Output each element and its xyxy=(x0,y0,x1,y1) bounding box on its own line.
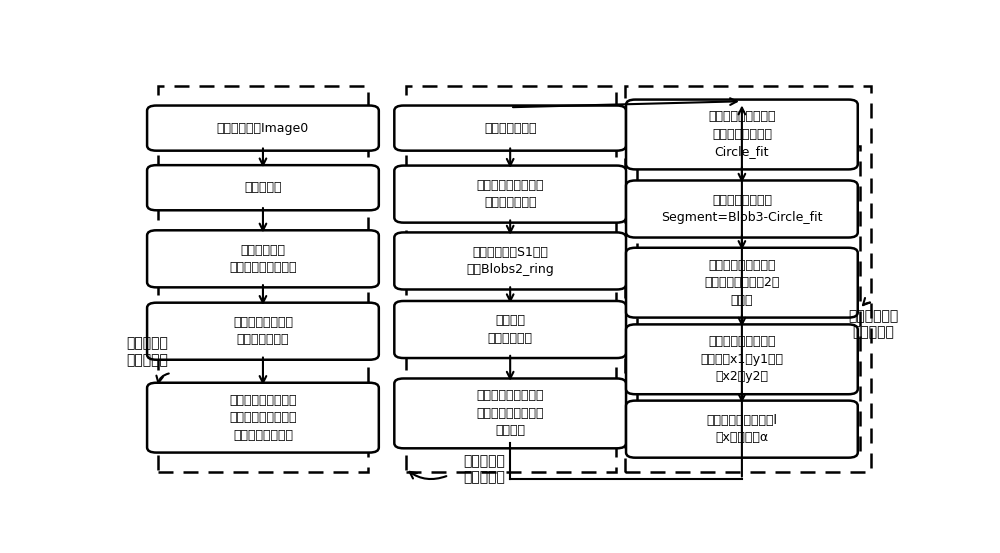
Bar xyxy=(158,86,368,472)
FancyBboxPatch shape xyxy=(626,400,858,458)
FancyBboxPatch shape xyxy=(626,180,858,238)
Text: 重新搜索连通域，并
选出面积最大的前2个
连通域: 重新搜索连通域，并 选出面积最大的前2个 连通域 xyxy=(704,259,780,307)
Text: 筛选面积大于S1的连
通域Blobs2_ring: 筛选面积大于S1的连 通域Blobs2_ring xyxy=(466,246,554,276)
FancyBboxPatch shape xyxy=(147,230,379,288)
Text: 获取一帧图像Image0: 获取一帧图像Image0 xyxy=(217,122,309,134)
Bar xyxy=(637,147,860,453)
Text: 基于凸凸方向
的特征加强: 基于凸凸方向 的特征加强 xyxy=(848,309,898,339)
Text: 填充连通域孔洞，
重心法计算圆心: 填充连通域孔洞， 重心法计算圆心 xyxy=(233,316,293,347)
FancyBboxPatch shape xyxy=(626,325,858,394)
FancyBboxPatch shape xyxy=(626,100,858,169)
FancyBboxPatch shape xyxy=(394,106,626,150)
Text: 搜寻连通域，
寻找最大面积连通域: 搜寻连通域， 寻找最大面积连通域 xyxy=(229,243,297,274)
Text: 图像二值化: 图像二值化 xyxy=(244,181,282,194)
Text: 图像二值化操作: 图像二值化操作 xyxy=(484,122,536,134)
FancyBboxPatch shape xyxy=(394,378,626,448)
Bar xyxy=(625,86,871,472)
FancyBboxPatch shape xyxy=(147,165,379,210)
Text: 拟合筛选出的所有连
通域的最小外接圆和
圆心坐标: 拟合筛选出的所有连 通域的最小外接圆和 圆心坐标 xyxy=(476,389,544,437)
Text: 分别对两个连通域计
算重心（x1，y1）和
（x2，y2）: 分别对两个连通域计 算重心（x1，y1）和 （x2，y2） xyxy=(700,335,783,383)
FancyBboxPatch shape xyxy=(626,248,858,317)
FancyBboxPatch shape xyxy=(147,302,379,360)
Text: 高精度确定
感兴趣区域: 高精度确定 感兴趣区域 xyxy=(463,455,505,484)
Text: 以所得圆心坐标为圆
心，绘制圆形区域
Circle_fit: 以所得圆心坐标为圆 心，绘制圆形区域 Circle_fit xyxy=(708,111,776,159)
FancyBboxPatch shape xyxy=(147,383,379,452)
FancyBboxPatch shape xyxy=(394,165,626,223)
Text: 计算经过两点的直线l
与x轴的夹角α: 计算经过两点的直线l 与x轴的夹角α xyxy=(706,414,777,445)
Text: 填充筛选
连通域的孔洞: 填充筛选 连通域的孔洞 xyxy=(488,314,533,345)
Text: 连通域区域差分，
Segment=Blob3-Circle_fit: 连通域区域差分， Segment=Blob3-Circle_fit xyxy=(661,194,823,225)
FancyBboxPatch shape xyxy=(394,232,626,289)
FancyBboxPatch shape xyxy=(394,301,626,358)
FancyBboxPatch shape xyxy=(147,106,379,150)
Text: 搜寻连通域，并计算
连通域面积大小: 搜寻连通域，并计算 连通域面积大小 xyxy=(476,179,544,210)
Text: 根据圆心位置，绘制
圆环区域，进一步限
定图像感兴趣区域: 根据圆心位置，绘制 圆环区域，进一步限 定图像感兴趣区域 xyxy=(229,394,297,442)
Bar xyxy=(406,86,616,472)
Text: 粗精度确定
感兴趣区域: 粗精度确定 感兴趣区域 xyxy=(127,337,168,367)
